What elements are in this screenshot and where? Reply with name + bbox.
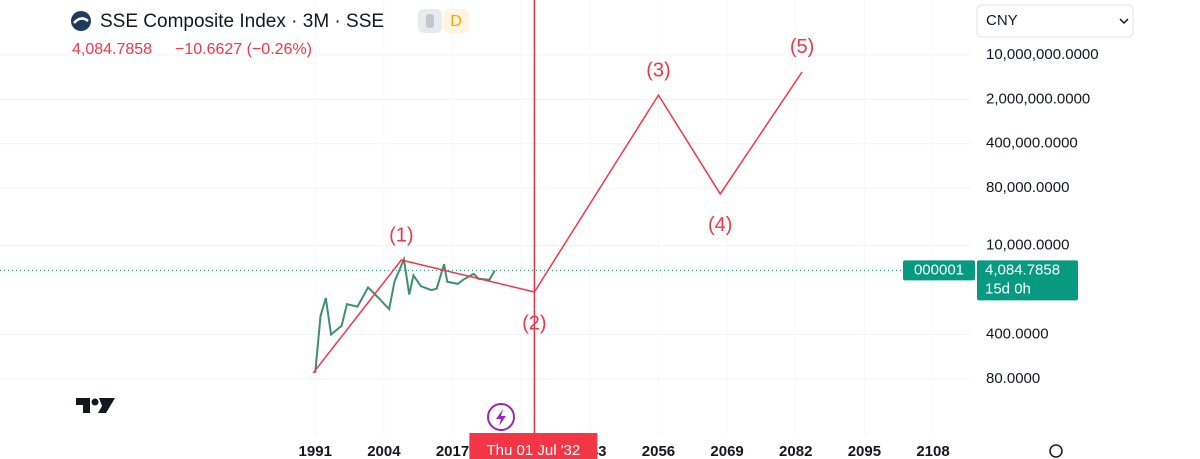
crosshair-label: Thu 01 Jul '32 [486, 442, 580, 459]
wave-label: (5) [790, 36, 814, 58]
price-change: −10.6627 (−0.26%) [175, 41, 312, 58]
y-tick-label: 80.0000 [986, 370, 1040, 387]
dropdown-chevron[interactable] [1119, 18, 1129, 25]
x-tick-label: 2082 [779, 443, 812, 459]
series-line [312, 71, 803, 374]
wave-label: (3) [646, 59, 670, 81]
y-tick-label: 80,000.0000 [986, 179, 1069, 196]
x-tick-label: 2108 [916, 443, 949, 459]
settings-icon[interactable] [1049, 444, 1063, 458]
brand-logo [76, 398, 115, 413]
x-tick-label: 2056 [642, 443, 675, 459]
price-tag-label: 4,084.7858 [985, 261, 1060, 278]
symbol-logo [71, 11, 91, 31]
brand-logo-dot [91, 398, 99, 406]
wave-label: (1) [389, 224, 413, 246]
x-tick-label: 2004 [367, 443, 401, 459]
series-line [314, 255, 496, 373]
y-tick-label: 400.0000 [986, 325, 1049, 342]
currency-label[interactable]: CNY [986, 12, 1018, 29]
price-tag [977, 260, 1078, 301]
crosshair-label-bg [469, 433, 598, 459]
badge-icon [426, 14, 434, 28]
wave-label: (4) [708, 214, 732, 236]
x-tick-label: 1991 [299, 443, 332, 459]
y-tick-label: 400,000.0000 [986, 135, 1078, 152]
interval-badge: D [450, 13, 462, 30]
plot-area [0, 54, 970, 380]
symbol-tag [903, 260, 975, 281]
symbol-tag-label: 000001 [914, 261, 964, 278]
countdown-label: 15d 0h [985, 280, 1031, 297]
y-tick-label: 2,000,000.0000 [986, 90, 1090, 107]
x-tick-label: 2017 [436, 443, 469, 459]
event-icon-bolt[interactable] [496, 409, 506, 426]
x-tick-label: 2095 [848, 443, 881, 459]
chart-title: SSE Composite Index · 3M · SSE [100, 11, 384, 32]
x-tick-label: 2069 [710, 443, 743, 459]
price: 4,084.7858 [72, 41, 152, 58]
y-tick-label: 10,000,000.0000 [986, 46, 1099, 63]
badge-bg [443, 9, 469, 33]
symbol-logo-mark [73, 17, 89, 24]
currency-dropdown[interactable] [976, 4, 1134, 38]
y-tick-label: 10,000.0000 [986, 237, 1069, 254]
